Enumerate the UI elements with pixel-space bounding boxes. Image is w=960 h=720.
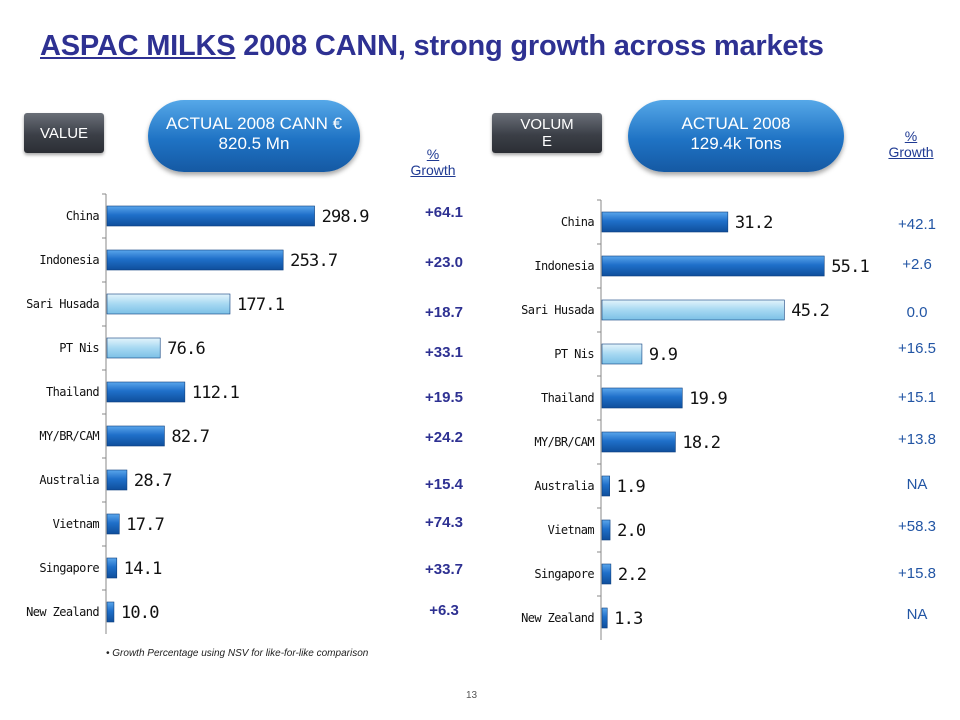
title-rest: 2008 CANN, strong growth across markets — [235, 30, 824, 62]
value-category-label: Indonesia — [39, 253, 99, 267]
value-growth-label: +64.1 — [425, 204, 463, 221]
growth-header-right: % Growth — [888, 128, 934, 160]
volume-growth-label: NA — [907, 606, 928, 623]
volume-growth-label: +15.8 — [898, 565, 936, 582]
value-bar — [106, 557, 118, 579]
footnote: • Growth Percentage using NSV for like-f… — [106, 648, 369, 659]
volume-growth-label: +13.8 — [898, 431, 936, 448]
volume-category-label: Thailand — [541, 391, 594, 405]
value-bar — [106, 425, 165, 447]
value-value-label: 177.1 — [237, 295, 285, 315]
value-growth-label: +23.0 — [425, 254, 463, 271]
value-bar — [106, 337, 161, 359]
volume-value-label: 1.3 — [614, 609, 642, 629]
growth-header-left: % Growth — [410, 146, 456, 178]
volume-bar — [601, 255, 825, 277]
value-total-label: ACTUAL 2008 CANN € 820.5 Mn — [165, 114, 343, 153]
volume-category-label: Australia — [534, 479, 594, 493]
value-growth-label: +33.1 — [425, 344, 463, 361]
value-category-label: China — [66, 209, 99, 223]
value-tag-label: VALUE — [39, 124, 89, 142]
value-category-label: Sari Husada — [26, 297, 99, 311]
volume-growth-label: +2.6 — [902, 256, 932, 273]
value-bar — [106, 205, 315, 227]
value-category-label: Australia — [39, 473, 99, 487]
volume-growth-label: +42.1 — [898, 216, 936, 233]
value-value-label: 10.0 — [121, 603, 159, 623]
volume-value-label: 2.0 — [617, 521, 646, 541]
volume-total-label: ACTUAL 2008 129.4k Tons — [681, 114, 791, 153]
value-bar — [106, 249, 284, 271]
volume-growth-label: 0.0 — [907, 304, 928, 321]
volume-category-label: Indonesia — [534, 259, 594, 273]
volume-bar — [601, 519, 611, 541]
volume-category-label: Singapore — [534, 567, 594, 581]
value-total-pill: ACTUAL 2008 CANN € 820.5 Mn — [148, 100, 360, 172]
volume-tag: VOLUM E — [492, 113, 602, 153]
value-bar — [106, 601, 115, 623]
volume-value-label: 55.1 — [831, 257, 869, 277]
volume-growth-label: +58.3 — [898, 518, 936, 535]
volume-value-label: 2.2 — [618, 565, 646, 585]
value-category-label: PT Nis — [59, 341, 99, 355]
value-growth-label: +24.2 — [425, 429, 463, 446]
volume-category-label: PT Nis — [554, 347, 594, 361]
value-growth-label: +74.3 — [425, 514, 463, 531]
value-value-label: 112.1 — [192, 383, 240, 403]
volume-value-label: 19.9 — [689, 389, 727, 409]
value-value-label: 82.7 — [171, 427, 209, 447]
value-growth-label: +6.3 — [429, 602, 459, 619]
value-value-label: 253.7 — [290, 251, 337, 271]
volume-growth-label: +15.1 — [898, 389, 936, 406]
volume-bar — [601, 431, 676, 453]
value-growth-label: +33.7 — [425, 561, 463, 578]
volume-bar — [601, 343, 643, 365]
volume-bar — [601, 387, 683, 409]
volume-category-label: Sari Husada — [521, 303, 594, 317]
volume-bar — [601, 211, 729, 233]
value-bar — [106, 293, 231, 315]
value-value-label: 28.7 — [134, 471, 172, 491]
value-growth-label: +18.7 — [425, 304, 463, 321]
volume-category-label: New Zealand — [521, 611, 594, 625]
volume-value-label: 31.2 — [735, 213, 773, 233]
value-category-label: New Zealand — [26, 605, 99, 619]
value-category-label: Vietnam — [53, 517, 100, 531]
volume-value-label: 18.2 — [682, 433, 720, 453]
volume-value-label: 1.9 — [617, 477, 646, 497]
value-category-label: Thailand — [46, 385, 99, 399]
value-value-label: 17.7 — [126, 515, 164, 535]
page-title: ASPAC MILKS 2008 CANN, strong growth acr… — [40, 30, 824, 63]
title-underlined: ASPAC MILKS — [40, 30, 236, 62]
volume-bar — [601, 607, 608, 629]
value-growth-label: +19.5 — [425, 389, 463, 406]
value-growth-label: +15.4 — [425, 476, 464, 493]
page-number: 13 — [466, 690, 478, 701]
volume-category-label: Vietnam — [548, 523, 595, 537]
volume-category-label: MY/BR/CAM — [534, 435, 594, 449]
value-bar — [106, 469, 128, 491]
value-value-label: 76.6 — [167, 339, 205, 359]
volume-growth-label: +16.5 — [898, 340, 936, 357]
value-value-label: 298.9 — [322, 207, 370, 227]
value-bar — [106, 381, 186, 403]
value-tag: VALUE — [24, 113, 104, 153]
value-bar — [106, 513, 120, 535]
volume-bar — [601, 475, 610, 497]
volume-category-label: China — [561, 215, 594, 229]
value-category-label: Singapore — [39, 561, 99, 575]
volume-value-label: 9.9 — [649, 345, 678, 365]
volume-tag-label: VOLUM E — [520, 116, 574, 150]
value-value-label: 14.1 — [124, 559, 162, 579]
volume-value-label: 45.2 — [791, 301, 829, 321]
volume-bar — [601, 299, 785, 321]
volume-total-pill: ACTUAL 2008 129.4k Tons — [628, 100, 844, 172]
volume-growth-label: NA — [907, 476, 928, 493]
value-category-label: MY/BR/CAM — [39, 429, 99, 443]
volume-bar — [601, 563, 612, 585]
